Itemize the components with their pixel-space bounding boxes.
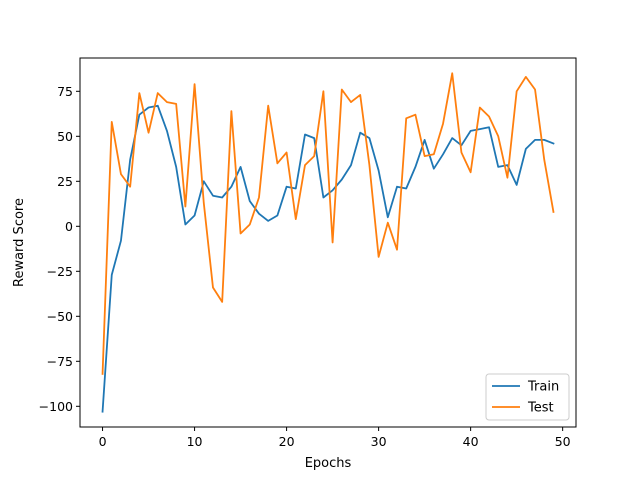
plot-frame [79,57,577,428]
x-tick-label: 20 [279,434,295,449]
y-tick-label: −25 [47,264,73,279]
x-tick-label: 0 [99,434,107,449]
y-axis-title: Reward Score [12,198,27,287]
x-tick-label: 30 [371,434,387,449]
legend: Train Test [485,373,570,421]
x-axis-title: Epochs [305,456,352,471]
x-tick-label: 50 [555,434,571,449]
x-tick-label: 40 [463,434,479,449]
y-tick-label: 50 [57,129,73,144]
y-tick-label: −75 [47,354,73,369]
y-tick-label: 25 [57,174,73,189]
y-tick-label: −50 [47,309,73,324]
x-axis-ticks: 0 10 20 30 40 50 [99,427,571,449]
series-line-train [101,104,555,413]
y-tick-label: 0 [65,219,73,234]
x-tick-label: 10 [187,434,203,449]
y-axis-ticks: −100 −75 −50 −25 0 25 50 75 [39,84,80,414]
y-tick-label: −100 [39,399,73,414]
legend-label-test: Test [527,401,554,416]
series-lines [101,72,555,413]
y-tick-label: 75 [57,84,73,99]
legend-label-train: Train [527,380,559,395]
series-line-test [101,72,555,375]
